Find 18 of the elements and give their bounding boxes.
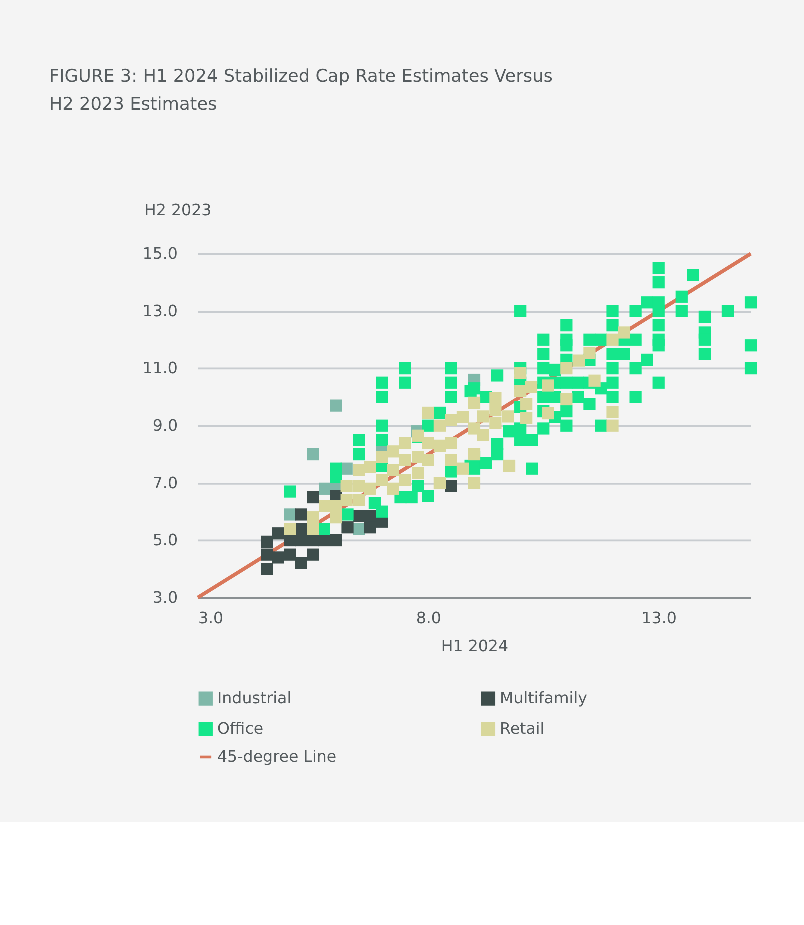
legend-label: Retail <box>500 718 545 738</box>
legend-label: 45-degree Line <box>218 746 337 766</box>
x-tick-label: 3.0 <box>198 608 224 628</box>
legend-label: Industrial <box>218 688 292 708</box>
chart-title: FIGURE 3: H1 2024 Stabilized Cap Rate Estimates Versus H2 2023 Estimates <box>49 66 553 115</box>
x-tick-label: 13.0 <box>642 608 677 628</box>
y-tick-label: 15.0 <box>142 244 178 264</box>
y-tick-label: 11.0 <box>142 358 178 378</box>
x-axis-title: H1 2024 <box>441 636 509 656</box>
y-tick-label: 13.0 <box>142 301 178 320</box>
y-tick-label: 3.0 <box>152 588 178 607</box>
y-tick-label: 7.0 <box>152 473 178 492</box>
x-tick-label: 8.0 <box>416 608 442 628</box>
legend-label: Multifamily <box>500 688 588 708</box>
y-tick-label: 5.0 <box>152 530 178 550</box>
legend-label: Office <box>218 718 264 738</box>
y-axis-title: H2 2023 <box>144 200 212 220</box>
y-tick-label: 9.0 <box>152 416 178 435</box>
